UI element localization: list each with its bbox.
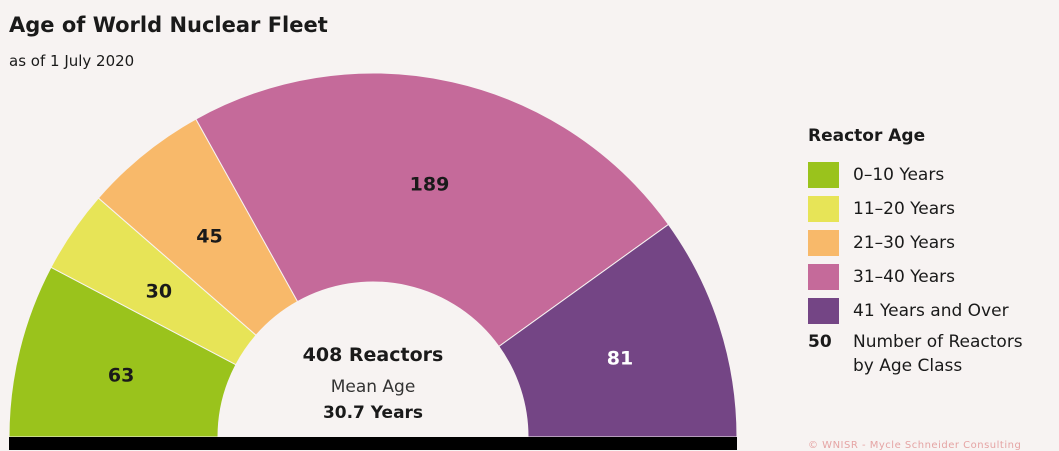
legend-item-3: 31–40 Years (808, 260, 1059, 294)
legend-swatch-2 (808, 230, 839, 256)
legend-label-1: 11–20 Years (853, 199, 956, 219)
center-total-label: 408 Reactors (303, 344, 444, 366)
legend-label-2: 21–30 Years (853, 233, 956, 253)
legend: Reactor Age 0–10 Years 11–20 Years 21–30 Y… (808, 126, 1059, 378)
legend-item-1: 11–20 Years (808, 192, 1059, 226)
legend-key-number: 50 (808, 332, 832, 352)
legend-title: Reactor Age (808, 126, 926, 146)
legend-key-text: Number of Reactors by Age Class (853, 332, 1023, 376)
legend-swatch-1 (808, 196, 839, 222)
legend-key: 50 Number of Reactors by Age Class (808, 330, 1059, 378)
slice-value-label-2: 45 (196, 225, 222, 247)
slice-value-label-1: 30 (146, 280, 172, 302)
chart-subtitle: as of 1 July 2020 (9, 52, 135, 70)
legend-label-3: 31–40 Years (853, 267, 956, 287)
legend-label-0: 0–10 Years (853, 165, 945, 185)
slice-value-label-3: 189 (410, 174, 450, 196)
baseline-bar (9, 437, 737, 450)
legend-item-0: 0–10 Years (808, 158, 1059, 192)
legend-label-4: 41 Years and Over (853, 301, 1009, 321)
credit-text: © WNISR - Mycle Schneider Consulting (808, 440, 1022, 451)
legend-item-4: 41 Years and Over (808, 294, 1059, 328)
legend-swatch-3 (808, 264, 839, 290)
center-mean-age-caption: Mean Age (331, 377, 416, 397)
slice-value-label-4: 81 (607, 347, 633, 369)
slice-3 (195, 72, 670, 348)
legend-swatch-4 (808, 298, 839, 324)
slice-value-label-0: 63 (108, 365, 134, 387)
center-mean-age-value: 30.7 Years (323, 403, 423, 423)
slice-4 (498, 223, 738, 438)
legend-item-2: 21–30 Years (808, 226, 1059, 260)
legend-swatch-0 (808, 162, 839, 188)
chart-title: Age of World Nuclear Fleet (9, 13, 328, 37)
